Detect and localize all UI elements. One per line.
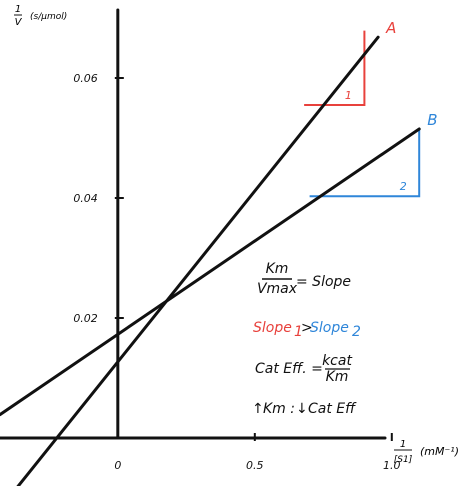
series-line-B (0, 127, 421, 417)
rule-up-arrow: ↑ (252, 401, 264, 417)
y-label-den: V (15, 17, 23, 28)
x-tick-label-0: 0 (114, 459, 121, 472)
rule-down-arrow: ↓ (296, 401, 308, 417)
y-tick-label-1: 0.04 (73, 192, 98, 205)
slope1-sub: 1 (294, 324, 303, 340)
slope-triangle-label-A: 1 (345, 89, 352, 102)
slope-triangle-label-B: 2 (400, 180, 407, 193)
series-label-B: B (427, 111, 437, 129)
annotations: Km Vmax = Slope Slope 1 > Slope 2 Cat Ef… (252, 261, 361, 417)
kcat-denominator: Km (326, 369, 349, 385)
rule-km: Km : (263, 401, 295, 417)
series-line-A (16, 35, 380, 486)
x-tick-label-1: 0.5 (246, 459, 264, 472)
slope-equation: = Slope (296, 274, 351, 290)
km-vmax-numerator: Km (266, 261, 289, 277)
y-label-unit: (s/μmol) (30, 12, 67, 22)
km-vmax-denominator: Vmax (257, 281, 298, 297)
kcat-numerator: kcat (322, 353, 352, 369)
cat-eff-label: Cat Eff. = (255, 361, 323, 377)
y-tick-label-2: 0.06 (73, 72, 98, 85)
x-label-num: 1 (400, 439, 406, 450)
greater-than: > (301, 320, 313, 336)
x-tick-label-2: 1.0 (383, 459, 401, 472)
x-axis-label: 1 [S1] (mM⁻¹) (394, 439, 459, 465)
y-tick-label-0: 0.02 (73, 312, 98, 325)
slope2-label: Slope (310, 320, 349, 336)
rule-cat-eff: Cat Eff (308, 401, 357, 417)
x-label-unit: (mM⁻¹) (420, 445, 459, 458)
slope2-sub: 2 (352, 324, 361, 340)
series-label-A: A (385, 19, 396, 37)
y-axis-label: 1 V (s/μmol) (14, 4, 67, 28)
slope1-label: Slope (253, 320, 292, 336)
plot-area: 0.02 0.04 0.06 0 0.5 1.0 1 2 A B (0, 8, 437, 486)
y-label-num: 1 (15, 4, 21, 15)
slope-triangle-B (309, 129, 421, 198)
x-label-den: [S1] (394, 455, 413, 465)
